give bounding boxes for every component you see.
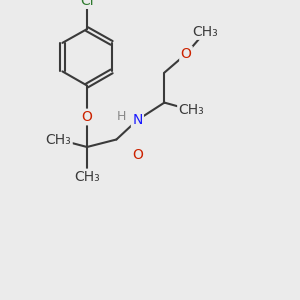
Text: CH₃: CH₃: [193, 25, 218, 38]
Text: CH₃: CH₃: [178, 103, 204, 117]
Text: O: O: [82, 110, 92, 124]
Text: Cl: Cl: [80, 0, 94, 8]
Text: H: H: [117, 110, 126, 123]
Text: O: O: [133, 148, 143, 162]
Text: CH₃: CH₃: [46, 133, 71, 146]
Text: O: O: [181, 47, 191, 61]
Text: CH₃: CH₃: [74, 170, 100, 184]
Text: N: N: [132, 113, 142, 127]
